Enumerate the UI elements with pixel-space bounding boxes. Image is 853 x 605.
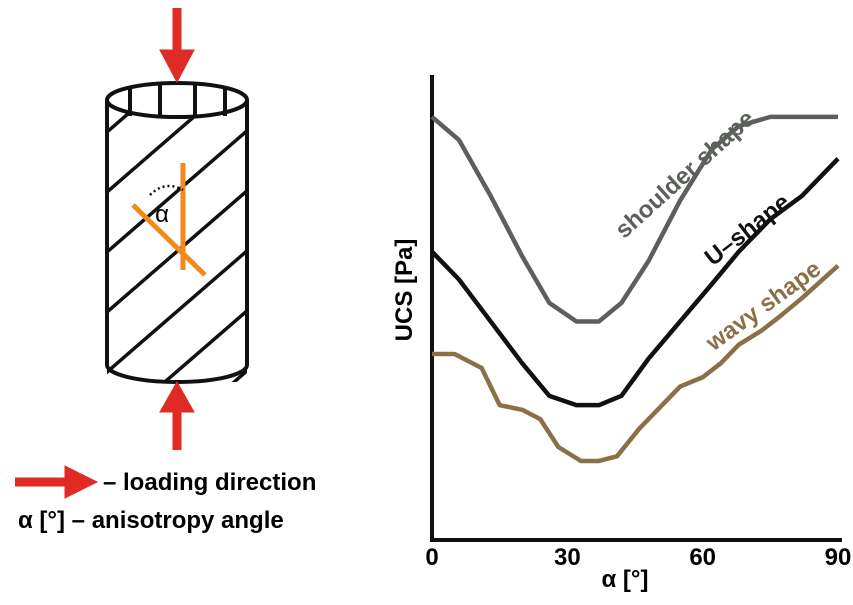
loading-arrows — [15, 8, 195, 499]
series-line — [432, 263, 840, 464]
x-tick-label: 30 — [554, 544, 581, 571]
x-tick-label: 0 — [425, 544, 438, 571]
angle-symbol: α — [155, 201, 169, 228]
legend-loading: – loading direction — [103, 469, 316, 496]
y-axis-title: UCS [Pa] — [391, 239, 418, 342]
x-axis-title: α [°] — [601, 566, 648, 593]
x-tick-label: 90 — [825, 544, 852, 571]
series-label: wavy shape — [700, 255, 826, 357]
series-label: U–shape — [700, 189, 795, 272]
series-line — [430, 157, 840, 408]
x-tick-label: 60 — [689, 544, 716, 571]
series-line — [430, 114, 838, 324]
legend-angle: α [°] – anisotropy angle — [18, 507, 284, 534]
